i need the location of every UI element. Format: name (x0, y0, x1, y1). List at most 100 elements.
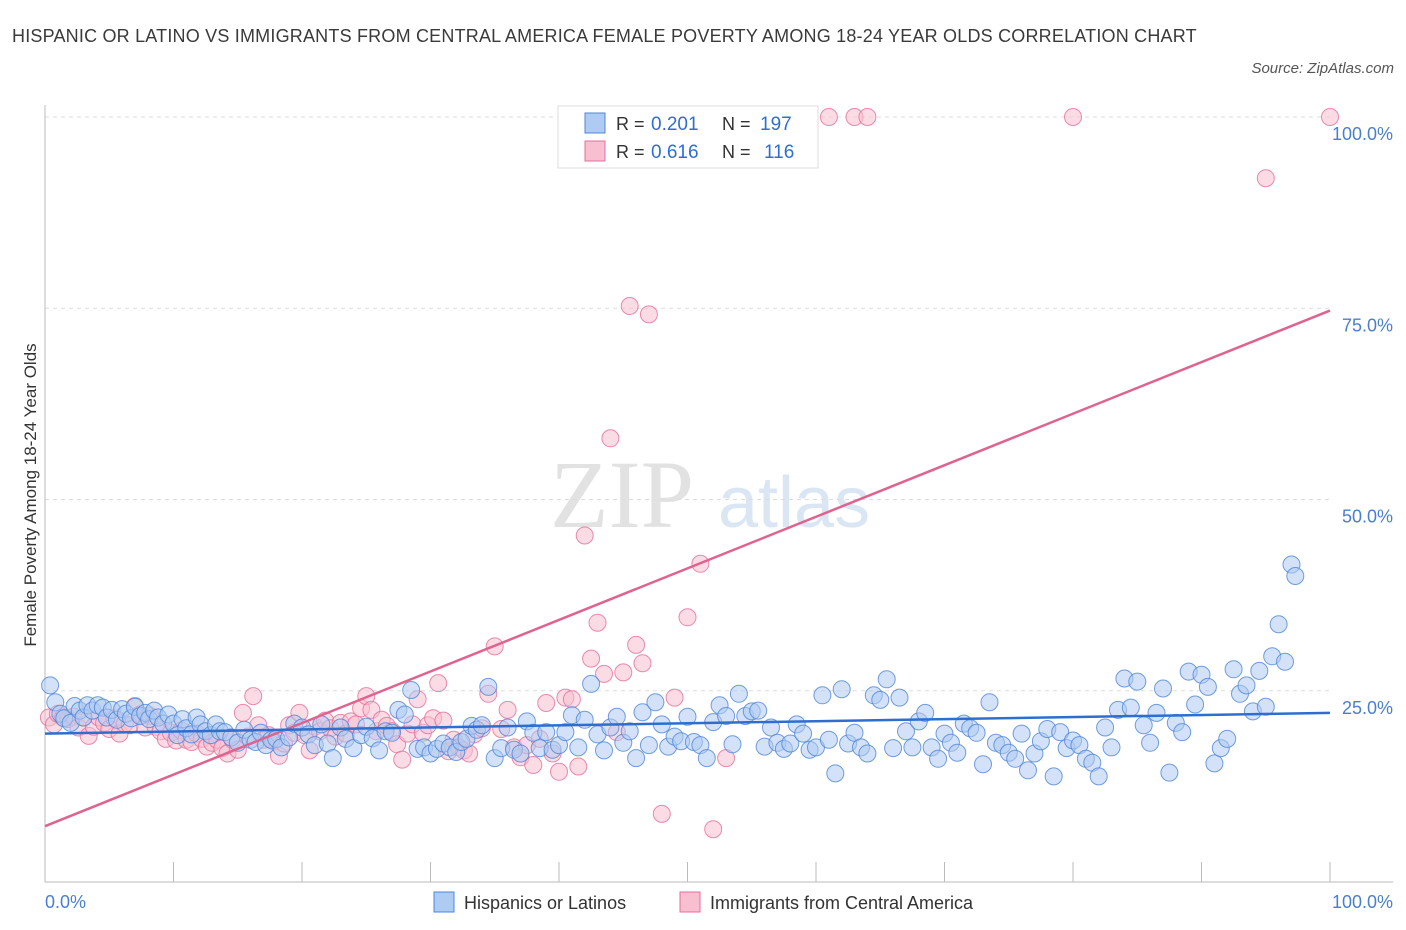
hispanics-point (620, 722, 639, 741)
hispanics-point (1012, 724, 1031, 743)
hispanics-point (762, 718, 780, 737)
hispanics-point (717, 707, 736, 725)
hispanics-point (633, 703, 652, 722)
immigrants-point (601, 429, 620, 448)
hispanics-point (858, 744, 877, 763)
hispanics-point (479, 677, 498, 696)
immigrants-point (652, 804, 671, 823)
hispanics-point (1147, 703, 1166, 722)
trend-line-hispanics (44, 711, 1331, 735)
x-tick-label-max: 100.0% (1332, 892, 1393, 912)
hispanics-point (877, 670, 896, 689)
immigrants-point (704, 820, 723, 839)
y-tick-label-50: 50.0% (1342, 507, 1393, 527)
stats-r-label-1: R = (616, 114, 645, 134)
hispanics-point (1218, 729, 1237, 748)
immigrants-point (393, 750, 412, 769)
hispanics-point (974, 755, 992, 774)
hispanics-point (556, 723, 575, 742)
hispanics-point (903, 738, 922, 757)
immigrants-point (678, 608, 697, 627)
immigrants-point (819, 108, 838, 126)
hispanics-point (1141, 733, 1160, 752)
hispanics-point (967, 723, 986, 742)
legend-swatch-hispanics (433, 891, 455, 913)
y-axis-label: Female Poverty Among 18-24 Year Olds (21, 343, 40, 646)
immigrants-point (633, 654, 652, 673)
immigrants-point (575, 526, 594, 545)
legend-swatch-immigrants (679, 891, 701, 913)
immigrants-point (550, 762, 568, 781)
hispanics-point (646, 693, 665, 712)
hispanics-point (884, 739, 903, 758)
hispanics-point (627, 749, 646, 768)
hispanics-point (1286, 567, 1305, 585)
hispanics-point (1102, 738, 1121, 757)
watermark-zip: ZIP (550, 441, 694, 548)
immigrants-point (1064, 108, 1082, 126)
stats-n-value-2: 116 (764, 142, 794, 163)
hispanics-point (1250, 661, 1269, 680)
watermark-atlas: atlas (718, 463, 870, 543)
legend-label-hispanics: Hispanics or Latinos (464, 893, 626, 913)
hispanics-point (819, 730, 838, 749)
hispanics-point (370, 741, 389, 760)
hispanics-point (723, 735, 742, 754)
hispanics-point (537, 723, 556, 742)
hispanics-point (1160, 763, 1179, 782)
y-tick-label-100: 100.0% (1332, 124, 1393, 144)
bottom-legend: Hispanics or Latinos Immigrants from Cen… (433, 891, 974, 913)
immigrants-point (434, 711, 453, 730)
hispanics-point (472, 716, 491, 735)
immigrants-point (595, 664, 613, 683)
hispanics-point (729, 684, 748, 703)
hispanics-point (1256, 697, 1275, 716)
immigrants-point (588, 613, 607, 632)
y-tick-label-75: 75.0% (1342, 315, 1393, 335)
hispanics-point (871, 690, 890, 709)
axes (44, 105, 1393, 883)
hispanics-point (1019, 761, 1037, 780)
hispanics-point (1237, 676, 1256, 695)
immigrants-point (524, 756, 543, 774)
immigrants-point (582, 649, 601, 668)
hispanics-point (402, 681, 421, 699)
hispanics-point (1173, 723, 1192, 742)
hispanics-point (1198, 677, 1217, 696)
y-tick-label-25: 25.0% (1342, 698, 1393, 718)
immigrants-point (665, 688, 684, 707)
hispanics-point (607, 707, 626, 726)
hispanics-point (1121, 698, 1140, 717)
immigrants-point (562, 690, 581, 709)
hispanics-point (498, 718, 517, 737)
legend-label-immigrants: Immigrants from Central America (710, 893, 974, 913)
stats-r-value-2: 0.616 (651, 142, 699, 163)
trend-lines (44, 309, 1331, 828)
hispanics-point (569, 738, 588, 757)
hispanics-point (781, 734, 800, 753)
stats-swatch-blue (584, 112, 606, 134)
immigrants-point (858, 108, 877, 126)
hispanics-point (1096, 718, 1115, 737)
hispanics-point (1006, 749, 1025, 768)
stats-r-value-1: 0.201 (651, 114, 699, 135)
immigrants-point (1321, 108, 1339, 126)
hispanics-point (1134, 716, 1153, 735)
hispanics-point (41, 676, 60, 695)
immigrants-point (498, 700, 517, 719)
x-tick-label-min: 0.0% (45, 892, 86, 912)
hispanics-point (897, 722, 915, 741)
hispanics-point (1044, 767, 1063, 786)
hispanics-point (582, 674, 601, 693)
stats-n-label-2: N = (722, 142, 751, 162)
trend-line-immigrants (44, 309, 1331, 828)
hispanics-point (1269, 615, 1288, 634)
stats-n-label-1: N = (722, 114, 751, 134)
immigrants-point (537, 694, 556, 712)
hispanics-point (1224, 660, 1243, 679)
immigrants-point (1256, 169, 1275, 188)
immigrants-point (233, 703, 252, 722)
hispanics-point (1128, 672, 1147, 691)
immigrants-point (429, 674, 448, 693)
